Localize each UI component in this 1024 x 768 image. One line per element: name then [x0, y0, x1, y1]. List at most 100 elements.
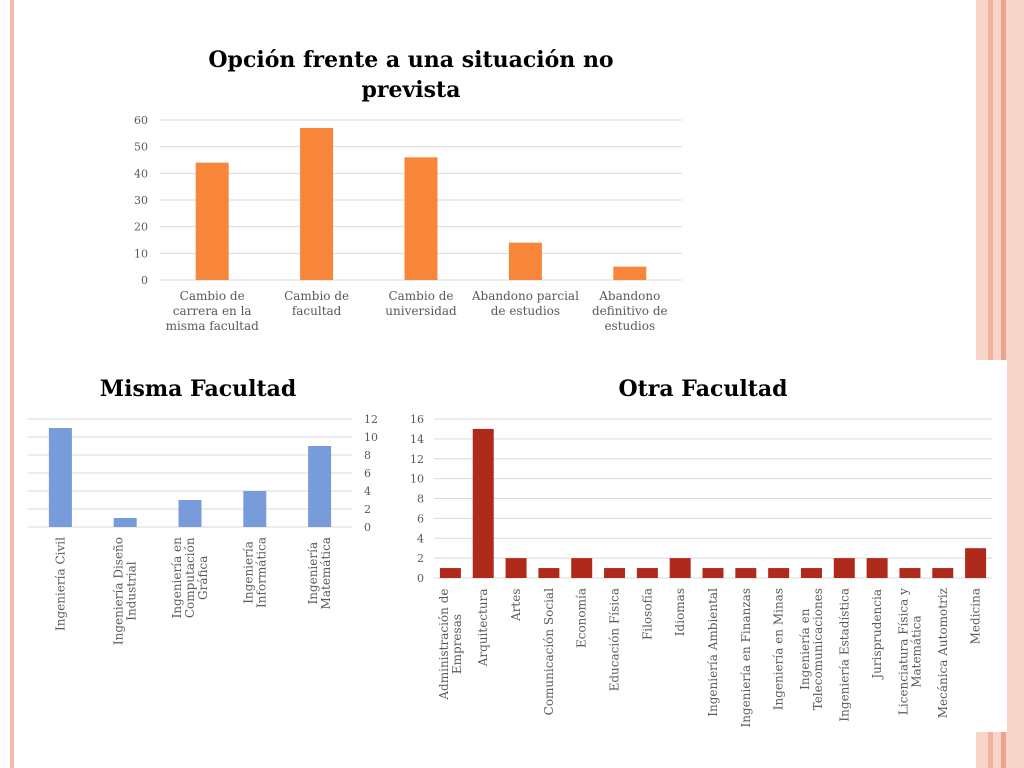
bar-artes	[505, 558, 527, 578]
bar-ingenieria-ambiental	[702, 568, 724, 578]
bar-ingenieria-matematica	[308, 446, 332, 527]
x-category-label: Abandono parcial de estudios	[471, 289, 579, 318]
x-category-label-line: Economía	[575, 588, 589, 648]
x-category-label-line: Matemática	[909, 615, 923, 687]
x-category-label-line: Gráfica	[196, 556, 210, 600]
x-category-label-line: Abandono parcial	[471, 289, 579, 303]
chart-title: Otra Facultad	[618, 376, 787, 402]
x-category-label-line: estudios	[604, 319, 655, 333]
x-category-label: Jurisprudencia	[870, 589, 884, 681]
x-category-label-line: Licenciatura Física y	[896, 588, 910, 715]
chart-option-unforeseen: Opción frente a una situación no prevista…	[134, 47, 682, 333]
y-tick-label: 12	[364, 413, 378, 426]
x-category-label-line: Ingeniería	[241, 541, 255, 604]
x-category-label-line: Artes	[509, 589, 523, 622]
x-category-label: Ingeniería DiseñoIndustrial	[112, 537, 139, 645]
x-category-label: Comunicación Social	[542, 588, 556, 715]
x-category-label-line: Medicina	[969, 588, 983, 644]
x-category-label: Ingeniería Estadística	[837, 588, 851, 722]
x-category-label-line: Computación	[183, 537, 197, 618]
x-category-label-line: Administración de	[437, 589, 451, 701]
chart-same-faculty: Misma Facultad 0 2 4 6 8 10 12 Ingeniería Civil I…	[28, 376, 378, 645]
x-category-label: Arquitectura	[476, 589, 490, 668]
bar-abandono-parcial-de-estudios	[508, 242, 542, 280]
x-category-label-line: universidad	[385, 304, 457, 318]
x-category-label: Mecánica Automotriz	[936, 588, 950, 718]
y-tick-label: 6	[364, 467, 371, 480]
x-category-label: Cambio de carrera en la misma facultad	[166, 289, 260, 333]
bar-educacion-fisica	[604, 568, 626, 578]
y-tick-label: 8	[364, 449, 371, 462]
left-accent-stripe	[10, 0, 14, 768]
x-category-label: IngenieríaInformática	[241, 537, 268, 608]
x-category-label: Ingeniería en Finanzas	[739, 588, 753, 728]
x-category-label-line: misma facultad	[166, 319, 260, 333]
x-category-label-line: Ingeniería en	[170, 537, 184, 619]
x-category-label-line: Mecánica Automotriz	[936, 588, 950, 718]
x-category-label: Artes	[509, 589, 523, 622]
x-category-label-line: definitivo de	[592, 304, 668, 318]
bar-mecanica-automotriz	[932, 568, 954, 578]
x-category-label: Cambio de facultad	[284, 289, 349, 318]
x-category-label-line: Matemática	[319, 537, 333, 609]
x-category-label: Cambio de universidad	[385, 289, 457, 318]
bar-medicina	[965, 548, 987, 578]
chart-title: Opción frente a una situación no	[208, 47, 613, 73]
bar-jurisprudencia	[866, 558, 888, 578]
x-category-label: Medicina	[969, 588, 983, 644]
x-category-label: Ingeniería en Minas	[772, 588, 786, 710]
x-category-label-line: Industrial	[125, 561, 139, 621]
y-tick-label: 50	[134, 141, 148, 154]
x-category-label-line: Ingeniería Estadística	[837, 588, 851, 722]
x-category-label: Administración deEmpresas	[437, 589, 464, 701]
bar-ingenieria-en-computacion-grafica	[178, 500, 202, 527]
x-category-label: Educación Física	[608, 588, 622, 691]
x-category-label: Ingeniería enTelecomunicaciones	[798, 588, 825, 710]
x-category-label: Economía	[575, 588, 589, 648]
x-category-label-line: Ingeniería	[306, 542, 320, 605]
chart-other-faculty: Otra Facultad 0 2 4 6 8 10 12 14 16 Administración…	[410, 376, 992, 728]
bar-abandono-definitivo-de-estudios	[613, 266, 647, 280]
x-category-label-line: Cambio de	[284, 289, 349, 303]
bar-cambio-de-universidad	[404, 157, 438, 280]
bar-arquitectura	[472, 428, 494, 578]
x-category-label: Idiomas	[673, 588, 687, 636]
y-tick-label: 20	[134, 221, 148, 234]
bar-ingenieria-en-minas	[768, 568, 790, 578]
x-category-label: Licenciatura Física yMatemática	[896, 588, 923, 715]
bar-administracion-de-empresas	[439, 568, 461, 578]
y-tick-label: 10	[410, 473, 424, 486]
x-category-label-line: Ingeniería en	[798, 608, 812, 690]
bar-cambio-de-carrera-en-la-misma-facultad	[195, 162, 229, 280]
x-category-label: Filosofía	[640, 588, 654, 640]
bar-ingenieria-informatica	[243, 491, 267, 527]
x-category-label-line: Arquitectura	[476, 589, 490, 668]
x-category-label-line: de estudios	[491, 304, 560, 318]
top-panel-background	[14, 0, 976, 360]
x-category-label: Ingeniería Ambiental	[706, 588, 720, 717]
y-tick-label: 60	[134, 114, 148, 127]
x-category-label-line: facultad	[292, 304, 342, 318]
x-category-label-line: Idiomas	[673, 588, 687, 636]
x-category-label-line: Informática	[254, 537, 268, 608]
x-category-label-line: Comunicación Social	[542, 588, 556, 715]
bar-comunicacion-social	[538, 568, 560, 578]
y-tick-label: 14	[410, 433, 424, 446]
x-category-label-line: Empresas	[450, 614, 464, 674]
x-category-label-line: Jurisprudencia	[870, 589, 884, 681]
bottom-panel-background	[14, 360, 1007, 732]
y-tick-label: 12	[410, 453, 424, 466]
y-tick-label: 2	[417, 552, 424, 565]
x-category-label: IngenieríaMatemática	[306, 537, 333, 609]
x-category-label-line: Ingeniería Ambiental	[706, 588, 720, 717]
y-tick-label: 0	[417, 572, 424, 585]
x-category-label: Ingeniería enComputaciónGráfica	[170, 537, 210, 619]
x-category-label-line: Cambio de	[388, 289, 453, 303]
bar-ingenieria-civil	[48, 428, 72, 527]
x-category-label: Abandono definitivo de estudios	[592, 289, 668, 333]
bar-cambio-de-facultad	[300, 128, 334, 280]
x-category-label-line: Cambio de	[180, 289, 245, 303]
bar-ingenieria-en-telecomunicaciones	[800, 568, 822, 578]
x-category-label-line: Ingeniería Diseño	[112, 537, 126, 645]
